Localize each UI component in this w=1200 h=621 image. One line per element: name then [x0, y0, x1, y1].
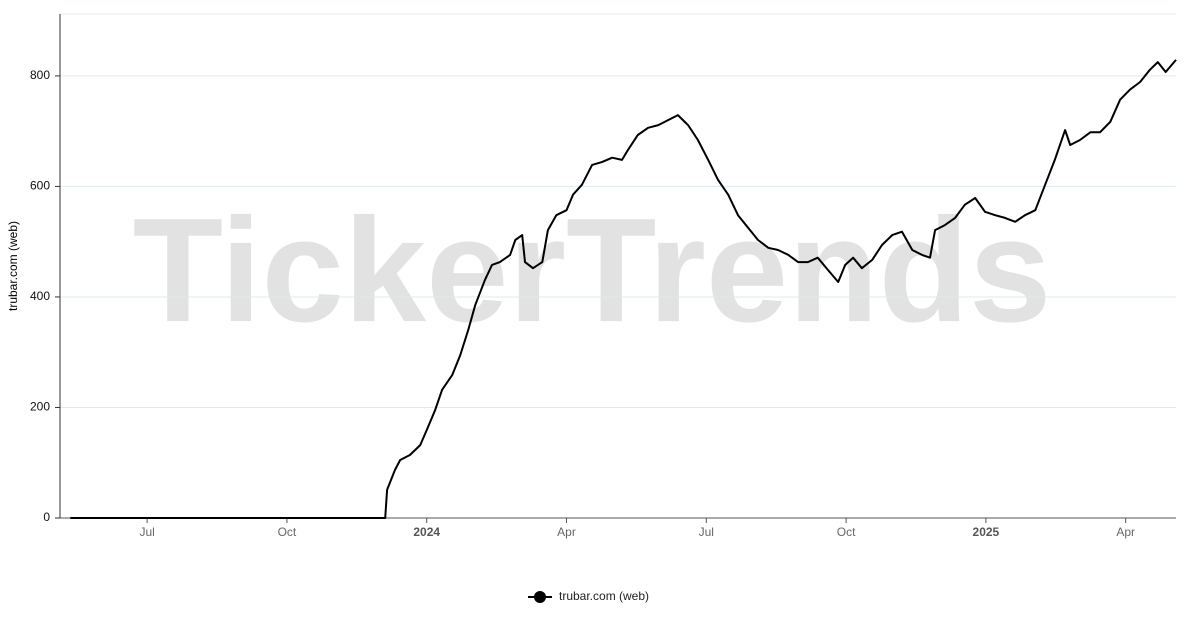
x-tick-label: Oct — [837, 525, 856, 539]
legend-label: trubar.com (web) — [559, 589, 649, 603]
y-tick-label: 800 — [30, 68, 50, 82]
x-tick-label: Jul — [139, 525, 154, 539]
watermark: TickerTrends — [133, 188, 1052, 353]
y-tick-label: 400 — [30, 289, 50, 303]
x-tick-label: Oct — [278, 525, 297, 539]
y-tick-label: 200 — [30, 400, 50, 414]
y-axis-label: trubar.com (web) — [6, 221, 20, 311]
y-tick-label: 0 — [43, 510, 50, 524]
x-tick-label: 2024 — [413, 525, 440, 539]
y-tick-label: 600 — [30, 179, 50, 193]
x-tick-label: Apr — [557, 525, 576, 539]
x-tick-label: 2025 — [973, 525, 1000, 539]
legend-marker — [534, 591, 546, 603]
data-line — [70, 59, 1177, 519]
x-tick-label: Jul — [699, 525, 714, 539]
legend: trubar.com (web) — [528, 589, 649, 603]
x-tick-label: Apr — [1116, 525, 1135, 539]
